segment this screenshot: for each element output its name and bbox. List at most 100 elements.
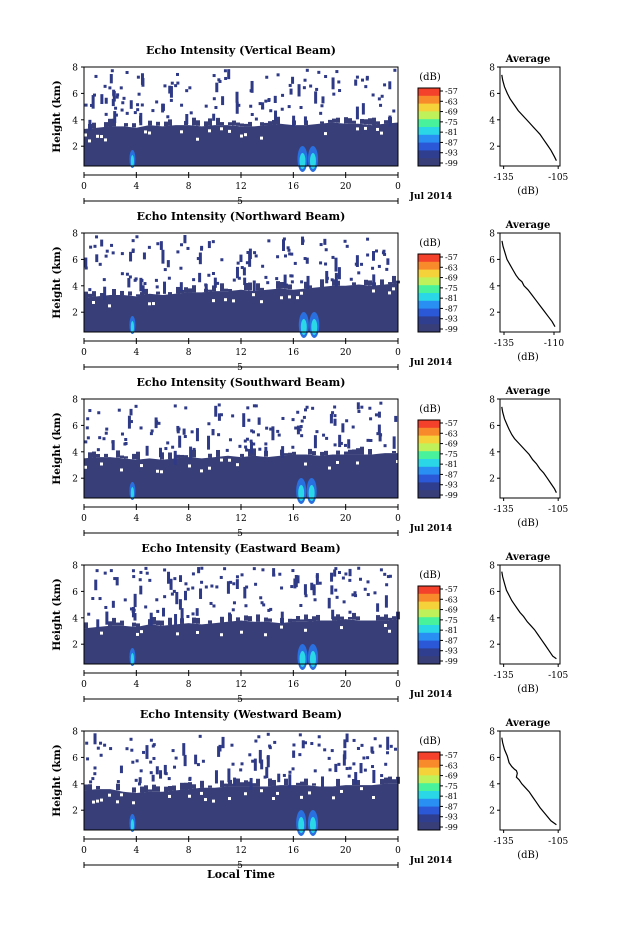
colorbar-tick-label: -69 (445, 606, 458, 615)
echo-cell (301, 236, 305, 245)
avg-y-tick-label: 6 (489, 256, 495, 266)
echo-cell (182, 743, 186, 756)
y-tick-label: 6 (72, 754, 78, 764)
echo-cell (331, 411, 335, 415)
echo-cell (220, 122, 224, 126)
echo-cell (242, 413, 246, 427)
echo-cell (238, 444, 242, 448)
echo-cell (330, 585, 334, 595)
echo-cell (283, 254, 287, 258)
gap-cell (136, 632, 139, 636)
echo-cell (227, 69, 231, 80)
echo-cell (243, 586, 247, 599)
echo-cell (228, 612, 232, 616)
echo-cell (145, 745, 149, 759)
echo-cell (323, 748, 327, 752)
colorbar-swatch (418, 656, 440, 665)
echo-cell (104, 605, 108, 609)
gap-cell (204, 798, 207, 802)
gap-cell (108, 793, 111, 797)
avg-y-tick-label: 8 (489, 230, 495, 240)
echo-cell (196, 120, 200, 126)
echo-cell (354, 594, 358, 598)
echo-cell (200, 247, 204, 251)
echo-cell (164, 447, 168, 451)
echo-cell (236, 778, 240, 787)
echo-cell (135, 759, 139, 763)
echo-cell (92, 122, 96, 129)
echo-cell (352, 612, 356, 620)
echo-cell (292, 750, 296, 758)
gap-cell (100, 462, 103, 466)
echo-cell (312, 451, 316, 456)
echo-cell (300, 280, 304, 284)
echo-cell (366, 593, 370, 597)
echo-cell (254, 582, 258, 586)
x-tick-label: 20 (340, 182, 352, 192)
echo-cell (223, 69, 227, 73)
colorbar-swatch (418, 127, 440, 136)
x-tick-label: 0 (395, 680, 401, 690)
echo-cell (155, 598, 159, 602)
echo-cell (318, 581, 322, 585)
echo-cell (85, 426, 89, 430)
avg-y-tick-label: 6 (489, 90, 495, 100)
echo-cell (217, 433, 221, 437)
avg-y-tick-label: 4 (489, 614, 495, 624)
avg-x-tick-label: -135 (494, 505, 514, 515)
gap-cell (96, 799, 99, 803)
echo-cell (329, 414, 333, 418)
echo-cell (123, 598, 127, 602)
echo-cell (215, 585, 219, 589)
echo-cell (333, 569, 337, 577)
gap-cell (120, 468, 123, 472)
echo-cell (266, 732, 270, 736)
gap-cell (144, 130, 147, 134)
echo-cell (254, 117, 258, 121)
echo-cell (252, 448, 256, 456)
avg-title: Average (505, 552, 551, 563)
echo-cell (208, 118, 212, 126)
echo-cell (360, 446, 364, 455)
echo-cell (179, 266, 183, 270)
colorbar-swatch (418, 466, 440, 476)
echo-cell (281, 416, 285, 420)
echo-cell (84, 103, 88, 107)
echo-cell (383, 252, 387, 256)
x-tick-label: 8 (186, 348, 192, 358)
echo-cell (91, 95, 95, 109)
echo-cell (185, 114, 189, 124)
echo-cell (96, 785, 100, 790)
avg-y-tick-label: 2 (489, 143, 495, 153)
echo-cell (355, 75, 359, 79)
echo-cell (347, 439, 351, 449)
echo-cell (245, 448, 249, 452)
echo-cell (289, 88, 293, 95)
echo-cell (327, 756, 331, 760)
echo-cell (144, 566, 148, 570)
echo-cell (366, 580, 370, 584)
echo-cell (251, 759, 255, 763)
avg-x-tick-label: -110 (544, 339, 564, 349)
echo-cell (125, 272, 129, 276)
colorbar-tick-label: -87 (445, 304, 458, 313)
echo-cell (240, 123, 244, 127)
echo-cell (124, 456, 128, 459)
echo-cell (156, 620, 160, 626)
echo-cell (276, 255, 280, 259)
echo-cell (128, 275, 132, 279)
echo-cell (304, 594, 308, 598)
echo-cell (125, 70, 129, 74)
echo-cell (290, 274, 294, 278)
echo-cell (131, 239, 135, 243)
echo-cell (124, 437, 128, 441)
echo-cell (240, 453, 244, 457)
echo-cell (116, 450, 120, 458)
gap-cell (108, 304, 111, 308)
gap-cell (300, 291, 303, 295)
echo-cell (379, 103, 383, 107)
echo-cell (376, 432, 380, 436)
echo-cell (189, 111, 193, 115)
echo-cell (386, 575, 390, 579)
